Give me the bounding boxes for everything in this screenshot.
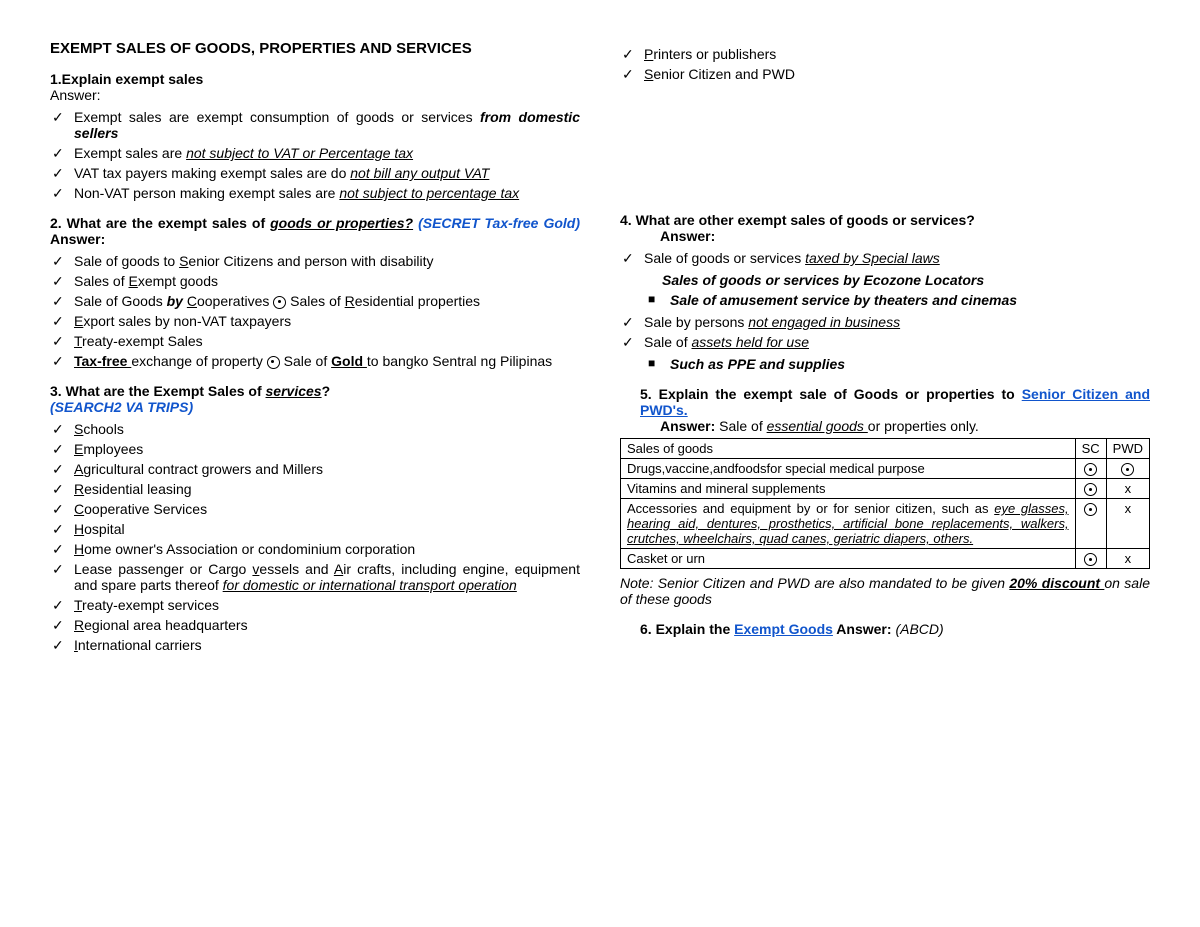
table-row: Accessories and equipment by or for seni… xyxy=(621,499,1150,549)
check-icon xyxy=(1121,463,1134,476)
q4-answer-label: Answer: xyxy=(660,228,1150,244)
table-cell: Casket or urn xyxy=(621,549,1076,569)
q5-answer: Answer: Sale of essential goods or prope… xyxy=(620,418,1150,434)
table-cell: x xyxy=(1106,479,1149,499)
main-title: EXEMPT SALES OF GOODS, PROPERTIES AND SE… xyxy=(50,40,580,57)
table-cell xyxy=(1075,479,1106,499)
list-item: Treaty-exempt Sales xyxy=(50,333,580,349)
table-cell xyxy=(1075,459,1106,479)
table-cell: x xyxy=(1106,549,1149,569)
list-item: Tax-free exchange of property Sale of Go… xyxy=(50,353,580,369)
q5-note: Note: Senior Citizen and PWD are also ma… xyxy=(620,575,1150,607)
list-item: Non-VAT person making exempt sales are n… xyxy=(50,185,580,201)
q1-heading: 1.Explain exempt sales xyxy=(50,71,580,87)
list-item: Regional area headquarters xyxy=(50,617,580,633)
q2-heading: 2. What are the exempt sales of goods or… xyxy=(50,215,580,247)
list-item: Agricultural contract growers and Miller… xyxy=(50,461,580,477)
table-row: Vitamins and mineral supplements x xyxy=(621,479,1150,499)
list-item: Hospital xyxy=(50,521,580,537)
check-icon xyxy=(1084,553,1097,566)
list-item: Residential leasing xyxy=(50,481,580,497)
q2-list: Sale of goods to Senior Citizens and per… xyxy=(50,253,580,369)
table-cell xyxy=(1075,499,1106,549)
list-item: Printers or publishers xyxy=(620,46,1150,62)
table-header: SC xyxy=(1075,439,1106,459)
list-item: Cooperative Services xyxy=(50,501,580,517)
q4-list: Sale of goods or services taxed by Speci… xyxy=(620,250,1150,266)
table-header: Sales of goods xyxy=(621,439,1076,459)
spacer xyxy=(620,88,1150,198)
q3-mnemonic: (SEARCH2 VA TRIPS) xyxy=(50,399,580,415)
list-item: Schools xyxy=(50,421,580,437)
list-item: International carriers xyxy=(50,637,580,653)
q1-answer-label: Answer: xyxy=(50,87,580,103)
table-cell: Vitamins and mineral supplements xyxy=(621,479,1076,499)
table-cell: Accessories and equipment by or for seni… xyxy=(621,499,1076,549)
q3-list: Schools Employees Agricultural contract … xyxy=(50,421,580,653)
list-item: Sale of amusement service by theaters an… xyxy=(648,292,1150,308)
q4-sub1: Sales of goods or services by Ecozone Lo… xyxy=(662,272,1150,288)
list-item: Exempt sales are exempt consumption of g… xyxy=(50,109,580,141)
list-item: Export sales by non-VAT taxpayers xyxy=(50,313,580,329)
q1-list: Exempt sales are exempt consumption of g… xyxy=(50,109,580,201)
q6-heading: 6. Explain the Exempt Goods Answer: (ABC… xyxy=(620,621,1150,637)
q5-heading: 5. Explain the exempt sale of Goods or p… xyxy=(620,386,1150,418)
q4-heading: 4. What are other exempt sales of goods … xyxy=(620,212,1150,228)
list-item: Sale of Goods by Cooperatives Sales of R… xyxy=(50,293,580,309)
table-cell: x xyxy=(1106,499,1149,549)
list-item: Such as PPE and supplies xyxy=(648,356,1150,372)
q4-sublist-2: Such as PPE and supplies xyxy=(648,356,1150,372)
table-row: Casket or urn x xyxy=(621,549,1150,569)
table-cell: Drugs,vaccine,andfoodsfor special medica… xyxy=(621,459,1076,479)
check-icon xyxy=(1084,483,1097,496)
check-icon xyxy=(1084,463,1097,476)
left-column: EXEMPT SALES OF GOODS, PROPERTIES AND SE… xyxy=(50,40,580,659)
check-icon xyxy=(1084,503,1097,516)
list-item: Exempt sales are not subject to VAT or P… xyxy=(50,145,580,161)
list-item: Treaty-exempt services xyxy=(50,597,580,613)
right-column: Printers or publishers Senior Citizen an… xyxy=(620,40,1150,659)
list-item: Employees xyxy=(50,441,580,457)
q4-list-2: Sale by persons not engaged in business … xyxy=(620,314,1150,350)
table-cell xyxy=(1106,459,1149,479)
list-item: Senior Citizen and PWD xyxy=(620,66,1150,82)
list-item: Home owner's Association or condominium … xyxy=(50,541,580,557)
q4-sublist: Sale of amusement service by theaters an… xyxy=(648,292,1150,308)
bullet-icon xyxy=(267,356,280,369)
table-cell xyxy=(1075,549,1106,569)
list-item: Lease passenger or Cargo vessels and Air… xyxy=(50,561,580,593)
list-item: VAT tax payers making exempt sales are d… xyxy=(50,165,580,181)
list-item: Sale by persons not engaged in business xyxy=(620,314,1150,330)
list-item: Sale of assets held for use xyxy=(620,334,1150,350)
table-row: Drugs,vaccine,andfoodsfor special medica… xyxy=(621,459,1150,479)
sc-pwd-table: Sales of goods SC PWD Drugs,vaccine,andf… xyxy=(620,438,1150,569)
table-row: Sales of goods SC PWD xyxy=(621,439,1150,459)
list-item: Sale of goods or services taxed by Speci… xyxy=(620,250,1150,266)
two-column-layout: EXEMPT SALES OF GOODS, PROPERTIES AND SE… xyxy=(50,40,1150,659)
list-item: Sale of goods to Senior Citizens and per… xyxy=(50,253,580,269)
q3-continuation-list: Printers or publishers Senior Citizen an… xyxy=(620,46,1150,82)
table-header: PWD xyxy=(1106,439,1149,459)
bullet-icon xyxy=(273,296,286,309)
list-item: Sales of Exempt goods xyxy=(50,273,580,289)
q3-heading: 3. What are the Exempt Sales of services… xyxy=(50,383,580,399)
